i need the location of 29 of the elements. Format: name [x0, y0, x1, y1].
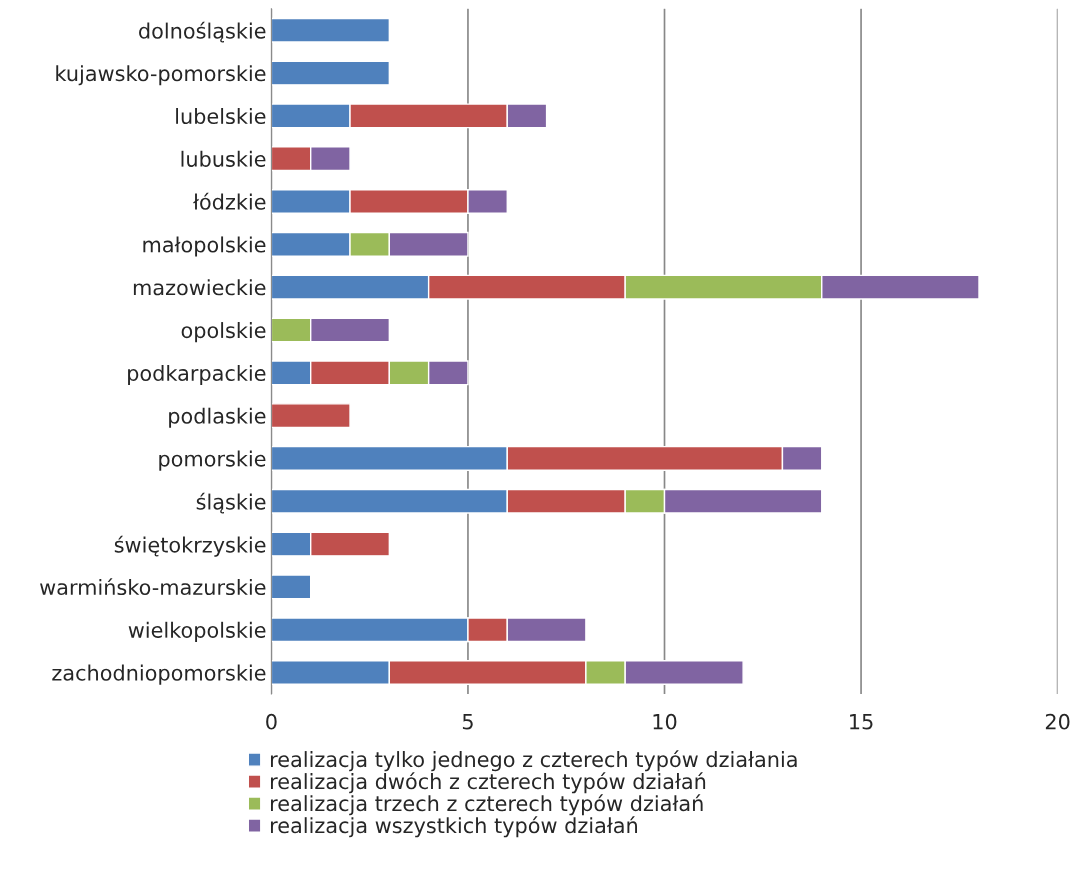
y-tick-label: dolnośląskie [139, 21, 266, 43]
x-tick-label: 0 [266, 713, 277, 730]
bar [271, 17, 391, 43]
bar [271, 403, 351, 429]
y-tick-label: podlaskie [169, 407, 266, 428]
y-tick-label: mazowieckie [133, 279, 266, 296]
bar [271, 60, 391, 86]
bar [271, 574, 312, 600]
x-tick-label: 15 [850, 714, 873, 730]
y-tick-label: lubuskie [181, 150, 266, 167]
legend-label: realizacja dwóch z czterech typów działań [271, 772, 706, 794]
y-tick-label: małopolskie [143, 236, 266, 257]
legend-label: realizacja trzech z czterech typów działań [271, 794, 703, 816]
y-tick-label: zachodniopomorskie [52, 664, 266, 685]
y-tick-label: świętokrzyskie [114, 535, 266, 557]
y-tick-label: łódzkie [193, 192, 266, 210]
x-tick-label: 10 [653, 713, 677, 730]
y-tick-label: lubelskie [176, 107, 266, 125]
legend-label: realizacja tylko jednego z czterech typów działania [271, 750, 797, 772]
y-tick-label: wielkopolskie [128, 621, 266, 642]
y-tick-label: warmińsko-mazurskie [40, 578, 266, 596]
x-tick-label: 20 [1045, 713, 1070, 730]
y-tick-label: opolskie [181, 322, 266, 343]
y-tick-label: pomorskie [159, 450, 266, 471]
legend-label: realizacja wszystkich typów działań [271, 816, 637, 838]
x-tick-label: 5 [462, 714, 473, 730]
y-tick-label: śląskie [196, 492, 266, 514]
y-tick-label: podkarpackie [128, 364, 266, 386]
y-tick-label: kujawsko-pomorskie [56, 65, 266, 86]
